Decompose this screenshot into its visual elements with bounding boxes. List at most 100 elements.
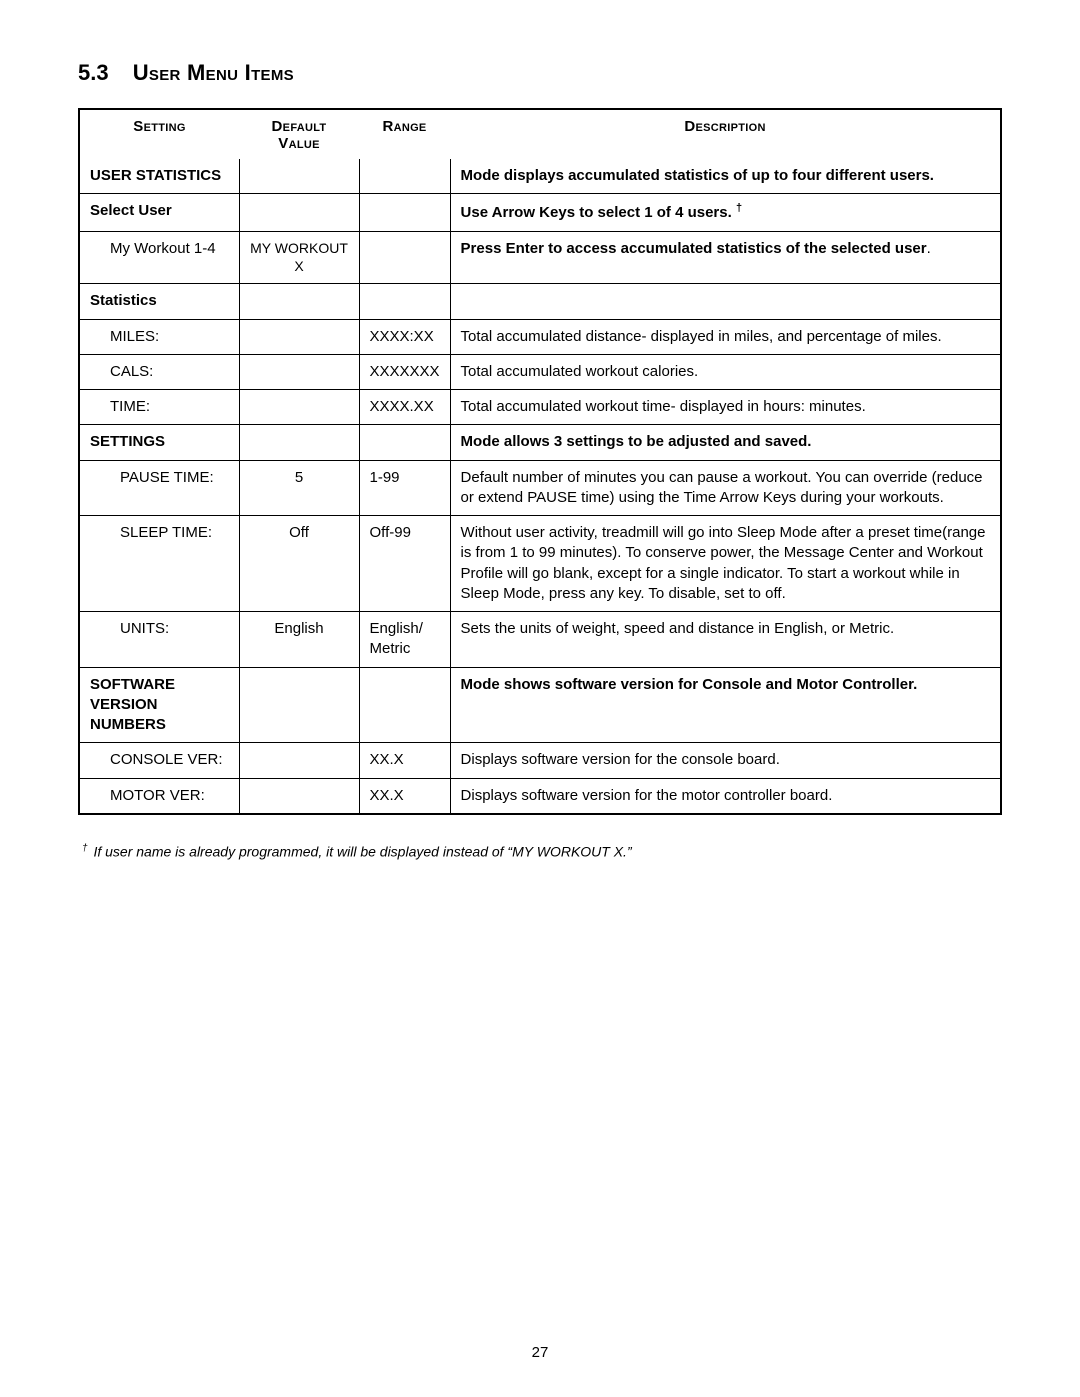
- cell-default: MY WORKOUT X: [239, 231, 359, 284]
- cell-range: [359, 425, 450, 460]
- row-statistics: Statistics: [79, 284, 1001, 319]
- cell-default: [239, 159, 359, 194]
- cell-setting: CALS:: [79, 354, 239, 389]
- cell-setting-text: CONSOLE VER:: [90, 750, 229, 770]
- cell-description: Mode allows 3 settings to be adjusted an…: [450, 425, 1001, 460]
- cell-range: [359, 284, 450, 319]
- row-console-ver: CONSOLE VER: XX.X Displays software vers…: [79, 743, 1001, 778]
- cell-default: [239, 284, 359, 319]
- row-time: TIME: XXXX.XX Total accumulated workout …: [79, 390, 1001, 425]
- cell-description: Displays software version for the motor …: [450, 778, 1001, 814]
- dagger-icon: †: [736, 202, 742, 214]
- cell-description: Sets the units of weight, speed and dist…: [450, 612, 1001, 668]
- dagger-icon: †: [82, 843, 88, 854]
- cell-description: Press Enter to access accumulated statis…: [450, 231, 1001, 284]
- cell-setting: TIME:: [79, 390, 239, 425]
- cell-setting: Select User: [79, 194, 239, 231]
- section-title: User Menu Items: [133, 60, 294, 85]
- row-select-user: Select User Use Arrow Keys to select 1 o…: [79, 194, 1001, 231]
- cell-range: XX.X: [359, 743, 450, 778]
- cell-default: 5: [239, 460, 359, 516]
- cell-setting-text: PAUSE TIME:: [90, 468, 229, 488]
- section-header: 5.3 User Menu Items: [78, 60, 1002, 86]
- cell-description: Total accumulated workout time- displaye…: [450, 390, 1001, 425]
- row-settings: SETTINGS Mode allows 3 settings to be ad…: [79, 425, 1001, 460]
- cell-range: [359, 231, 450, 284]
- row-cals: CALS: XXXXXXX Total accumulated workout …: [79, 354, 1001, 389]
- row-software: SOFTWARE VERSION NUMBERS Mode shows soft…: [79, 667, 1001, 743]
- table-header-row: Setting Default Value Range Description: [79, 109, 1001, 159]
- row-user-statistics: USER STATISTICS Mode displays accumulate…: [79, 159, 1001, 194]
- cell-range: Off-99: [359, 516, 450, 612]
- cell-description: Default number of minutes you can pause …: [450, 460, 1001, 516]
- cell-description-text: Use Arrow Keys to select 1 of 4 users.: [461, 204, 736, 221]
- cell-setting-text: CALS:: [90, 362, 229, 382]
- cell-range: XXXXXXX: [359, 354, 450, 389]
- cell-setting: SOFTWARE VERSION NUMBERS: [79, 667, 239, 743]
- cell-range: 1-99: [359, 460, 450, 516]
- cell-description: Displays software version for the consol…: [450, 743, 1001, 778]
- row-pause-time: PAUSE TIME: 5 1-99 Default number of min…: [79, 460, 1001, 516]
- cell-setting-text: MILES:: [90, 327, 229, 347]
- cell-default: [239, 354, 359, 389]
- row-motor-ver: MOTOR VER: XX.X Displays software versio…: [79, 778, 1001, 814]
- cell-description: [450, 284, 1001, 319]
- cell-setting: MILES:: [79, 319, 239, 354]
- cell-description: Mode displays accumulated statistics of …: [450, 159, 1001, 194]
- cell-setting-text: TIME:: [90, 397, 229, 417]
- cell-default: [239, 778, 359, 814]
- cell-setting-text: SLEEP TIME:: [90, 523, 229, 543]
- cell-setting-text: MOTOR VER:: [90, 786, 229, 806]
- col-header-setting: Setting: [79, 109, 239, 159]
- cell-setting: MOTOR VER:: [79, 778, 239, 814]
- cell-setting-text: UNITS:: [90, 619, 229, 639]
- user-menu-table: Setting Default Value Range Description …: [78, 108, 1002, 815]
- cell-range: [359, 667, 450, 743]
- cell-description: Mode shows software version for Console …: [450, 667, 1001, 743]
- col-header-range: Range: [359, 109, 450, 159]
- col-header-description: Description: [450, 109, 1001, 159]
- cell-range: [359, 159, 450, 194]
- row-miles: MILES: XXXX:XX Total accumulated distanc…: [79, 319, 1001, 354]
- cell-default: English: [239, 612, 359, 668]
- cell-range: XXXX:XX: [359, 319, 450, 354]
- cell-range: English/ Metric: [359, 612, 450, 668]
- cell-description: Use Arrow Keys to select 1 of 4 users. †: [450, 194, 1001, 231]
- cell-default: [239, 425, 359, 460]
- cell-range: [359, 194, 450, 231]
- cell-default: [239, 194, 359, 231]
- cell-setting: CONSOLE VER:: [79, 743, 239, 778]
- col-header-setting-text: Setting: [133, 118, 185, 135]
- cell-setting: My Workout 1-4: [79, 231, 239, 284]
- cell-setting-text: My Workout 1-4: [90, 239, 229, 259]
- page-number: 27: [0, 1344, 1080, 1361]
- cell-setting: USER STATISTICS: [79, 159, 239, 194]
- col-header-default-l1: Default: [249, 118, 349, 135]
- cell-description: Without user activity, treadmill will go…: [450, 516, 1001, 612]
- footnote-text: If user name is already programmed, it w…: [93, 843, 631, 859]
- cell-setting: SLEEP TIME:: [79, 516, 239, 612]
- cell-description: Total accumulated workout calories.: [450, 354, 1001, 389]
- col-header-description-text: Description: [684, 118, 765, 135]
- col-header-range-text: Range: [382, 118, 426, 135]
- cell-description-bold: Press Enter to access accumulated statis…: [461, 240, 927, 257]
- row-my-workout: My Workout 1-4 MY WORKOUT X Press Enter …: [79, 231, 1001, 284]
- col-header-default-l2: Value: [249, 135, 349, 152]
- cell-setting: Statistics: [79, 284, 239, 319]
- cell-setting: PAUSE TIME:: [79, 460, 239, 516]
- col-header-default: Default Value: [239, 109, 359, 159]
- cell-default: [239, 743, 359, 778]
- cell-description-tail: .: [927, 240, 931, 257]
- row-sleep-time: SLEEP TIME: Off Off-99 Without user acti…: [79, 516, 1001, 612]
- cell-default: [239, 667, 359, 743]
- cell-setting: SETTINGS: [79, 425, 239, 460]
- cell-setting: UNITS:: [79, 612, 239, 668]
- cell-range: XX.X: [359, 778, 450, 814]
- cell-default: [239, 319, 359, 354]
- cell-range: XXXX.XX: [359, 390, 450, 425]
- section-number: 5.3: [78, 60, 109, 85]
- cell-default: Off: [239, 516, 359, 612]
- cell-default: [239, 390, 359, 425]
- footnote: † If user name is already programmed, it…: [78, 843, 1002, 860]
- row-units: UNITS: English English/ Metric Sets the …: [79, 612, 1001, 668]
